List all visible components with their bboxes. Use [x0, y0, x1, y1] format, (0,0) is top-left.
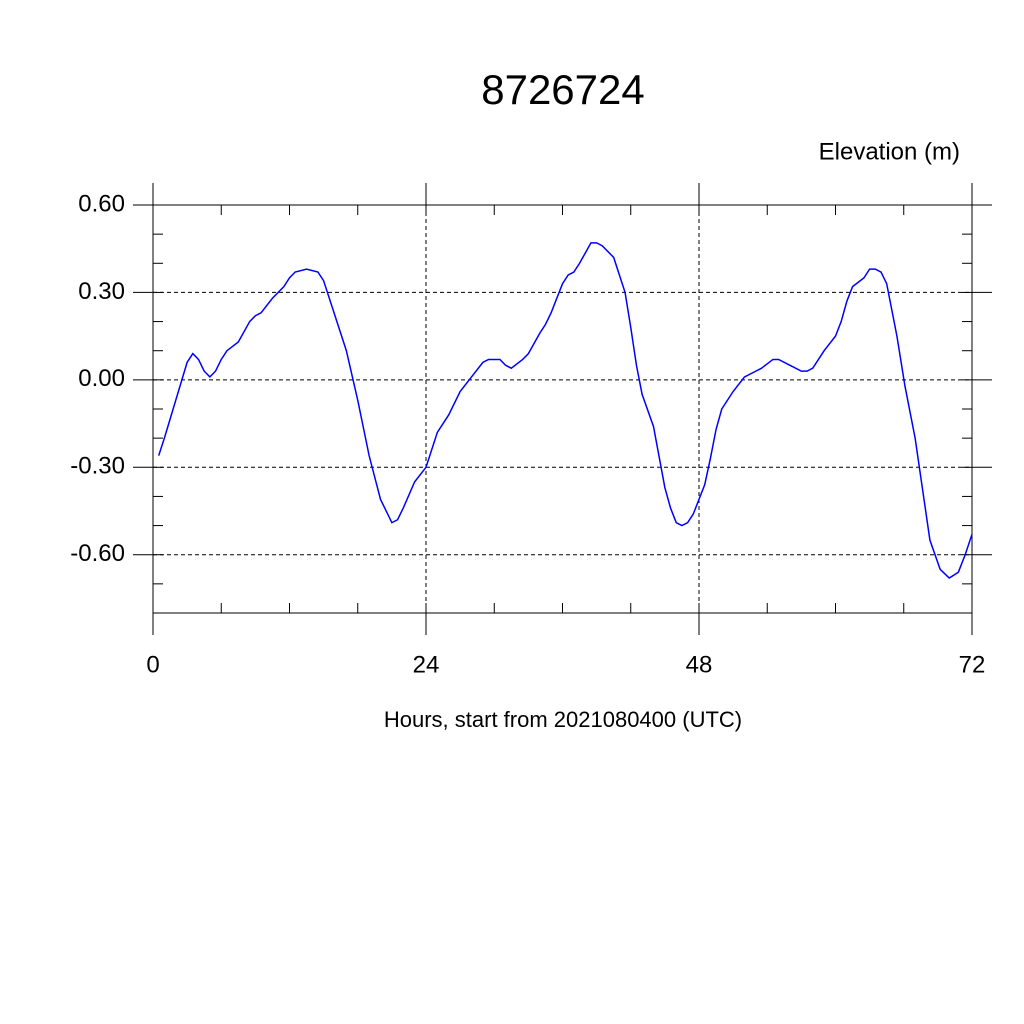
line-series — [157, 242, 973, 579]
x-tick-label: 72 — [959, 651, 986, 678]
x-tick-label: 48 — [686, 651, 713, 678]
y-tick-label: 0.60 — [78, 190, 125, 217]
y-tick-label: 0.30 — [78, 278, 125, 305]
x-axis-label: Hours, start from 2021080400 (UTC) — [384, 707, 742, 732]
y-tick-label: -0.30 — [70, 453, 125, 480]
plot-frame — [152, 204, 973, 614]
y-axis-label: Elevation (m) — [819, 138, 960, 165]
x-tick-label: 24 — [413, 651, 440, 678]
x-tick-label: 0 — [146, 651, 159, 678]
y-tick-label: 0.00 — [78, 365, 125, 392]
y-tick-label: -0.60 — [70, 540, 125, 567]
chart-title: 8726724 — [481, 66, 645, 113]
